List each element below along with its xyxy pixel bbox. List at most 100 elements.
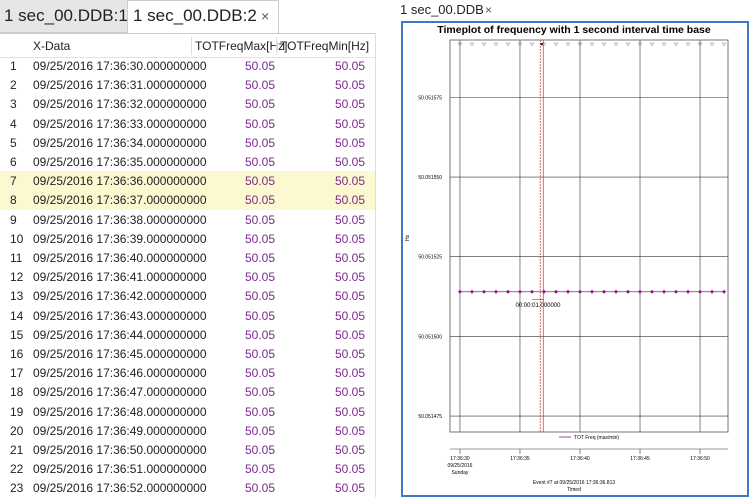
min-value: 50.05 <box>334 251 365 265</box>
top-marker <box>481 42 487 47</box>
top-marker <box>661 42 667 47</box>
min-value: 50.05 <box>334 347 365 361</box>
row-number: 16 <box>10 347 24 361</box>
row-number: 9 <box>10 212 17 227</box>
footer-text: Timed <box>567 487 581 493</box>
data-point <box>577 289 582 294</box>
min-value: 50.05 <box>334 423 365 438</box>
top-marker <box>685 42 691 47</box>
data-point <box>602 289 607 294</box>
max-value: 50.05 <box>244 289 275 304</box>
close-button[interactable]: × <box>261 8 270 24</box>
max-value: 50.05 <box>244 78 275 93</box>
tab-label[interactable]: 1 sec_00.DDB:2 <box>133 6 257 25</box>
timestamp: 09/25/2016 17:36:37.000000000 <box>33 193 207 208</box>
top-marker <box>505 42 511 47</box>
max-value: 50.05 <box>244 251 275 265</box>
max-value: 50.05 <box>244 462 275 477</box>
row-number: 10 <box>10 231 24 246</box>
row-number: 6 <box>10 155 17 169</box>
row-number: 15 <box>10 327 24 342</box>
top-marker <box>577 42 583 47</box>
timestamp: 09/25/2016 17:36:52.000000000 <box>33 481 207 496</box>
row-number: 4 <box>10 116 17 131</box>
min-value: 50.05 <box>334 174 365 189</box>
timestamp: 09/25/2016 17:36:40.000000000 <box>33 251 207 265</box>
timestamp: 09/25/2016 17:36:42.000000000 <box>33 289 207 304</box>
chart-title: Timeplot of frequency with 1 second inte… <box>437 24 711 36</box>
timestamp: 09/25/2016 17:36:31.000000000 <box>33 78 207 93</box>
footer-text: Event #7 at 09/25/2016 17:36:36.813 <box>533 480 616 486</box>
timestamp: 09/25/2016 17:36:30.000000000 <box>33 59 207 73</box>
tab-label[interactable]: 1 sec_00.DDB <box>400 2 484 17</box>
data-point <box>553 289 558 294</box>
min-value: 50.05 <box>334 385 365 400</box>
top-marker <box>673 42 679 47</box>
min-value: 50.05 <box>334 135 365 150</box>
max-value: 50.05 <box>244 327 275 342</box>
data-point <box>674 289 679 294</box>
timestamp: 09/25/2016 17:36:46.000000000 <box>33 366 207 381</box>
data-point <box>650 289 655 294</box>
chart-frame <box>401 21 749 497</box>
min-value: 50.05 <box>334 59 365 73</box>
max-value: 50.05 <box>244 308 275 323</box>
min-value: 50.05 <box>334 404 365 419</box>
y-tick-label: 50.051575 <box>418 95 442 101</box>
timestamp: 09/25/2016 17:36:39.000000000 <box>33 231 207 246</box>
tab[interactable] <box>0 0 127 33</box>
data-point <box>722 289 727 294</box>
x-tick-label: 17:36:40 <box>570 456 590 462</box>
tab-label[interactable]: 1 sec_00.DDB:1 <box>4 6 128 25</box>
top-marker <box>565 42 571 47</box>
data-point <box>590 289 595 294</box>
row-number: 21 <box>10 443 24 457</box>
tab-active[interactable] <box>127 0 279 33</box>
x-tick-label: 17:36:30 <box>450 456 470 462</box>
max-value: 50.05 <box>244 231 275 246</box>
top-marker <box>721 42 727 47</box>
timestamp: 09/25/2016 17:36:34.000000000 <box>33 135 207 150</box>
row-number: 13 <box>10 289 24 304</box>
max-value: 50.05 <box>244 193 275 208</box>
y-tick-label: 50.051525 <box>418 255 442 261</box>
data-point <box>481 289 486 294</box>
column-header: TOTFreqMin[Hz] <box>280 39 370 53</box>
data-point <box>686 289 691 294</box>
max-value: 50.05 <box>244 116 275 131</box>
divider <box>0 33 375 34</box>
data-point <box>469 289 474 294</box>
timestamp: 09/25/2016 17:36:36.000000000 <box>33 174 207 189</box>
row-number: 7 <box>10 174 17 189</box>
max-value: 50.05 <box>244 135 275 150</box>
timestamp: 09/25/2016 17:36:41.000000000 <box>33 270 207 285</box>
close-button[interactable]: × <box>485 3 493 17</box>
min-value: 50.05 <box>334 270 365 285</box>
top-marker <box>517 42 523 47</box>
x-tick-sublabel: 09/25/2016 <box>447 463 472 469</box>
timestamp: 09/25/2016 17:36:43.000000000 <box>33 308 207 323</box>
top-marker <box>469 42 475 47</box>
legend-label: TOT Freq (max/min) <box>574 435 619 441</box>
column-header: X-Data <box>33 39 71 53</box>
column-header: TOTFreqMax[Hz] <box>195 39 288 53</box>
min-value: 50.05 <box>334 308 365 323</box>
min-value: 50.05 <box>334 289 365 304</box>
min-value: 50.05 <box>334 193 365 208</box>
row-highlight <box>0 171 375 191</box>
max-value: 50.05 <box>244 423 275 438</box>
data-point <box>541 289 546 294</box>
data-point <box>457 289 462 294</box>
timestamp: 09/25/2016 17:36:49.000000000 <box>33 423 207 438</box>
annotation: 00:00:01.000000 <box>515 303 561 309</box>
row-number: 3 <box>10 97 17 112</box>
max-value: 50.05 <box>244 59 275 73</box>
data-point <box>626 289 631 294</box>
header-bg <box>0 35 375 58</box>
timestamp: 09/25/2016 17:36:50.000000000 <box>33 443 207 457</box>
column-separator <box>276 37 277 55</box>
row-highlight <box>0 190 375 210</box>
row-number: 22 <box>10 462 24 477</box>
timestamp: 09/25/2016 17:36:47.000000000 <box>33 385 207 400</box>
